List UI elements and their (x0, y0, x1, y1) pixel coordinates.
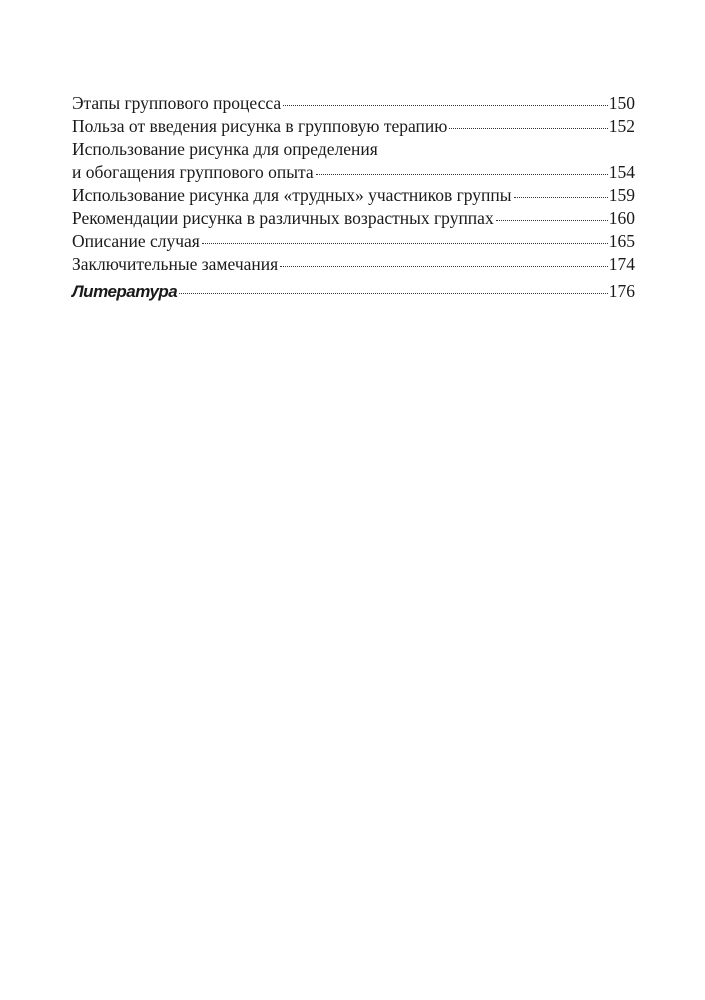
toc-entry[interactable]: Заключительные замечания 174 (72, 253, 635, 276)
toc-entry[interactable]: Описание случая 165 (72, 230, 635, 253)
toc-entry[interactable]: Польза от введения рисунка в групповую т… (72, 115, 635, 138)
toc-entry[interactable]: Использование рисунка для «трудных» учас… (72, 184, 635, 207)
toc-entry-page: 159 (608, 185, 635, 205)
toc-entry-title: Польза от введения рисунка в групповую т… (72, 116, 448, 136)
dot-leader (315, 174, 608, 175)
toc-entry-page: 160 (608, 208, 635, 228)
toc-entry-page: 174 (608, 254, 635, 274)
dot-leader (201, 243, 608, 244)
toc-entry-title: Литература (72, 282, 178, 301)
toc-entry-title: Этапы группового процесса (72, 93, 282, 113)
toc-entry[interactable]: Использование рисунка для определения и … (72, 138, 635, 184)
toc-entry-bibliography[interactable]: Литература 176 (72, 280, 635, 303)
dot-leader (513, 197, 608, 198)
toc-entry-title: Рекомендации рисунка в различных возраст… (72, 208, 494, 228)
toc-entry[interactable]: Рекомендации рисунка в различных возраст… (72, 207, 635, 230)
toc-entry-title: и обогащения группового опыта (72, 162, 314, 182)
toc-entry-title: Использование рисунка для «трудных» учас… (72, 185, 512, 205)
toc-entry[interactable]: Этапы группового процесса 150 (72, 92, 635, 115)
dot-leader (495, 220, 608, 221)
toc-entry-title: Заключительные замечания (72, 254, 279, 274)
toc-entry-page: 176 (608, 281, 635, 301)
table-of-contents: Этапы группового процесса 150 Польза от … (72, 92, 635, 303)
toc-entry-title-line1: Использование рисунка для определения (72, 139, 378, 159)
dot-leader (283, 105, 608, 106)
toc-entry-title: Описание случая (72, 231, 200, 251)
dot-leader (449, 128, 608, 129)
dot-leader (280, 266, 608, 267)
toc-entry-page: 154 (608, 162, 635, 182)
dot-leader (179, 293, 608, 294)
toc-entry-page: 165 (608, 231, 635, 251)
toc-entry-page: 152 (608, 116, 635, 136)
toc-entry-page: 150 (608, 93, 635, 113)
